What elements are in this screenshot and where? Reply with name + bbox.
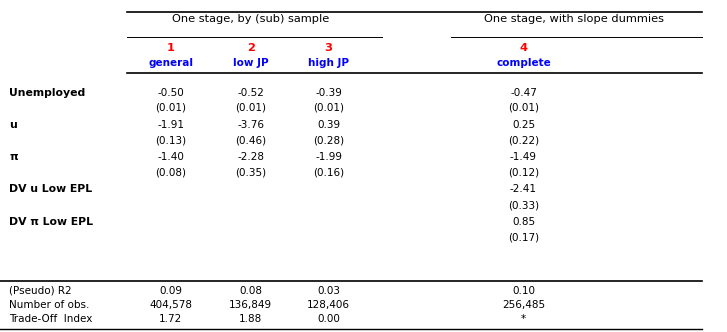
Text: -1.99: -1.99 bbox=[315, 152, 342, 162]
Text: 4: 4 bbox=[519, 43, 528, 53]
Text: (0.08): (0.08) bbox=[156, 168, 186, 178]
Text: 0.09: 0.09 bbox=[159, 286, 182, 295]
Text: 1.88: 1.88 bbox=[239, 314, 262, 324]
Text: 404,578: 404,578 bbox=[149, 300, 193, 310]
Text: (0.17): (0.17) bbox=[508, 232, 539, 242]
Text: high JP: high JP bbox=[308, 58, 349, 68]
Text: (0.28): (0.28) bbox=[313, 135, 344, 145]
Text: DV π Low EPL: DV π Low EPL bbox=[9, 217, 94, 227]
Text: -0.50: -0.50 bbox=[158, 88, 184, 98]
Text: 1: 1 bbox=[167, 43, 174, 53]
Text: -3.76: -3.76 bbox=[237, 120, 265, 129]
Text: 0.08: 0.08 bbox=[239, 286, 262, 295]
Text: (0.12): (0.12) bbox=[508, 168, 539, 178]
Text: (0.01): (0.01) bbox=[156, 103, 186, 113]
Text: One stage, by (sub) sample: One stage, by (sub) sample bbox=[172, 14, 329, 24]
Text: π: π bbox=[9, 152, 18, 162]
Text: (0.33): (0.33) bbox=[508, 200, 539, 210]
Text: 0.25: 0.25 bbox=[512, 120, 535, 129]
Text: (0.16): (0.16) bbox=[313, 168, 344, 178]
Text: Unemployed: Unemployed bbox=[9, 88, 86, 98]
Text: -2.28: -2.28 bbox=[237, 152, 265, 162]
Text: -1.91: -1.91 bbox=[157, 120, 185, 129]
Text: (Pseudo) R2: (Pseudo) R2 bbox=[9, 286, 72, 295]
Text: 3: 3 bbox=[324, 43, 333, 53]
Text: (0.22): (0.22) bbox=[508, 135, 539, 145]
Text: (0.13): (0.13) bbox=[156, 135, 186, 145]
Text: complete: complete bbox=[496, 58, 551, 68]
Text: -1.40: -1.40 bbox=[158, 152, 184, 162]
Text: (0.01): (0.01) bbox=[313, 103, 344, 113]
Text: -0.39: -0.39 bbox=[316, 88, 342, 98]
Text: 136,849: 136,849 bbox=[229, 300, 273, 310]
Text: *: * bbox=[521, 314, 526, 324]
Text: 1.72: 1.72 bbox=[159, 314, 182, 324]
Text: (0.46): (0.46) bbox=[236, 135, 266, 145]
Text: 0.39: 0.39 bbox=[317, 120, 340, 129]
Text: 128,406: 128,406 bbox=[307, 300, 350, 310]
Text: One stage, with slope dummies: One stage, with slope dummies bbox=[484, 14, 664, 24]
Text: (0.35): (0.35) bbox=[236, 168, 266, 178]
Text: u: u bbox=[9, 120, 17, 129]
Text: (0.01): (0.01) bbox=[508, 103, 539, 113]
Text: (0.01): (0.01) bbox=[236, 103, 266, 113]
Text: Number of obs.: Number of obs. bbox=[9, 300, 90, 310]
Text: 256,485: 256,485 bbox=[502, 300, 545, 310]
Text: 2: 2 bbox=[247, 43, 254, 53]
Text: -0.47: -0.47 bbox=[510, 88, 537, 98]
Text: 0.03: 0.03 bbox=[317, 286, 340, 295]
Text: 0.85: 0.85 bbox=[512, 217, 535, 227]
Text: Trade-Off  Index: Trade-Off Index bbox=[9, 314, 93, 324]
Text: -0.52: -0.52 bbox=[238, 88, 264, 98]
Text: 0.10: 0.10 bbox=[512, 286, 535, 295]
Text: -1.49: -1.49 bbox=[510, 152, 537, 162]
Text: 0.00: 0.00 bbox=[317, 314, 340, 324]
Text: DV u Low EPL: DV u Low EPL bbox=[9, 184, 92, 194]
Text: general: general bbox=[148, 58, 193, 68]
Text: low JP: low JP bbox=[233, 58, 269, 68]
Text: -2.41: -2.41 bbox=[510, 184, 537, 194]
